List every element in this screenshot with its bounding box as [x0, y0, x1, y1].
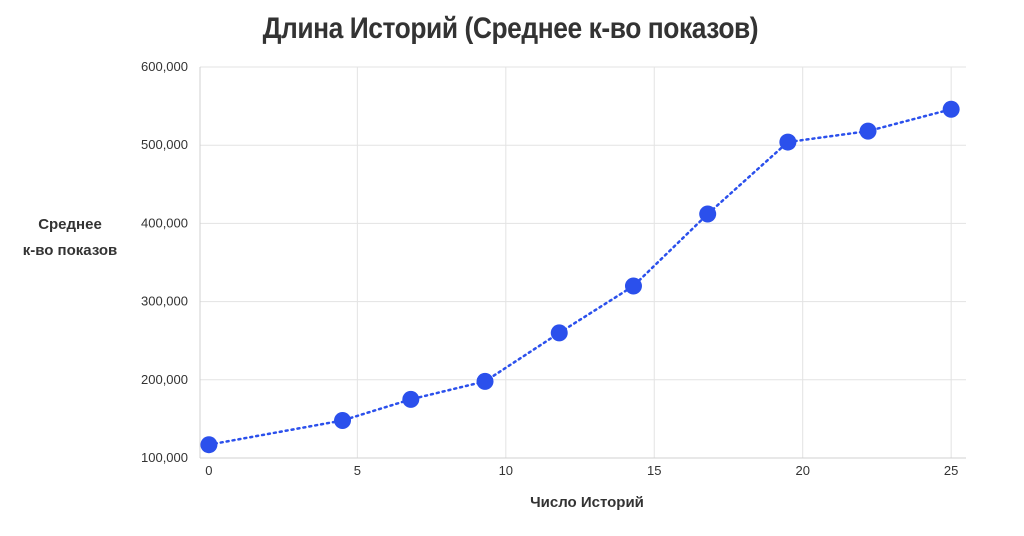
x-tick-label: 25: [944, 463, 958, 478]
chart-title: Длина Историй (Среднее к-во показов): [262, 12, 759, 45]
data-point[interactable]: [859, 122, 877, 140]
axis-lines: [199, 67, 966, 459]
y-axis-label: Среднее к-во показов: [0, 212, 140, 264]
x-tick-label: 0: [205, 463, 212, 478]
y-tick-label: 600,000: [141, 59, 188, 74]
y-axis-label-line-2: к-во показов: [22, 242, 118, 259]
data-point[interactable]: [779, 133, 797, 151]
data-point[interactable]: [200, 436, 218, 454]
series-layer: [200, 100, 960, 454]
y-tick-label: 400,000: [141, 215, 188, 230]
x-tick-label: 20: [795, 463, 809, 478]
y-tick-labels: 100,000 200,000 300,000 400,000 500,000 600,0…: [141, 59, 188, 465]
y-tick-label: 100,000: [141, 450, 188, 465]
data-point[interactable]: [550, 324, 568, 342]
x-tick-label: 10: [499, 463, 513, 478]
y-tick-label: 500,000: [141, 137, 188, 152]
y-tick-label: 300,000: [141, 294, 188, 309]
x-tick-label: 15: [647, 463, 661, 478]
data-point[interactable]: [699, 205, 717, 223]
data-point[interactable]: [402, 390, 420, 408]
grid-lines: [200, 66, 966, 458]
y-tick-label: 200,000: [141, 372, 188, 387]
data-point[interactable]: [476, 372, 494, 390]
x-tick-label: 5: [354, 463, 361, 478]
data-point[interactable]: [942, 100, 960, 118]
data-point[interactable]: [624, 277, 642, 295]
x-axis-label: Число Историй: [530, 494, 644, 511]
series-line: [207, 107, 953, 446]
data-point[interactable]: [334, 411, 352, 429]
y-axis-label-line-1: Среднее: [38, 216, 102, 233]
x-tick-labels: 0 5 10 15 20 25: [205, 463, 958, 478]
